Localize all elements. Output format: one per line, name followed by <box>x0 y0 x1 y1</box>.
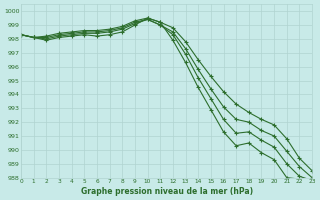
X-axis label: Graphe pression niveau de la mer (hPa): Graphe pression niveau de la mer (hPa) <box>81 187 252 196</box>
